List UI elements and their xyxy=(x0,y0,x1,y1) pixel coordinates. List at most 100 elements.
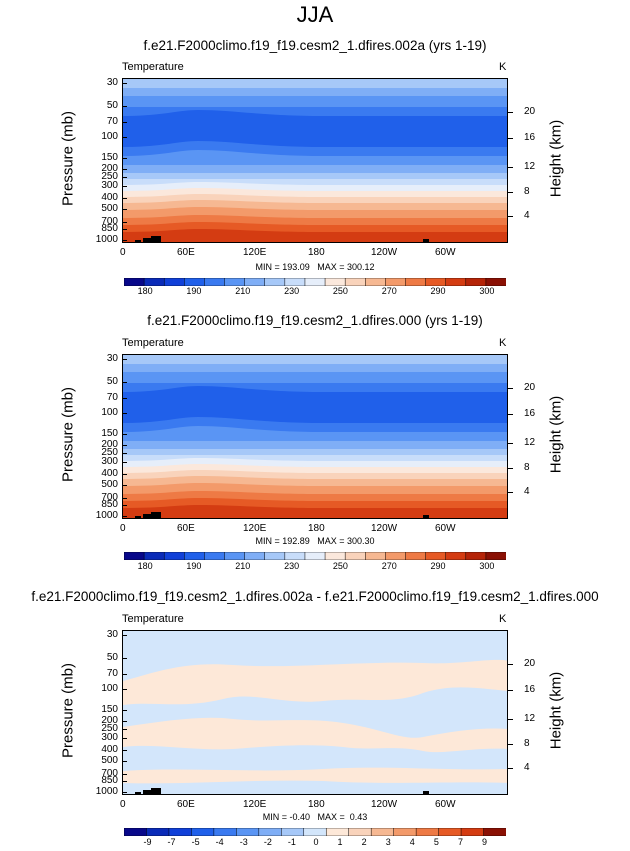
colorbar-label: 180 xyxy=(137,561,153,571)
colorbar-swatch xyxy=(425,278,447,286)
y-axis-title: Pressure (mb) xyxy=(59,386,77,483)
y-tick xyxy=(122,434,127,435)
y-tick-label: 850 xyxy=(101,775,118,786)
y-tick-label: 100 xyxy=(101,131,118,142)
y-tick xyxy=(122,689,127,690)
colorbar xyxy=(124,828,506,836)
topography-mask xyxy=(135,240,141,242)
y2-tick-label: 12 xyxy=(524,437,536,448)
x-tick-label: 60E xyxy=(177,247,195,258)
contour-plot xyxy=(122,78,508,243)
min-max-stats: MIN = -0.40 MAX = 0.43 xyxy=(262,812,368,822)
y2-axis-title: Height (km) xyxy=(547,671,565,750)
y2-tick-label: 8 xyxy=(524,186,530,197)
colorbar-swatch xyxy=(264,278,286,286)
y-tick-label: 150 xyxy=(101,152,118,163)
y2-tick-label: 8 xyxy=(524,462,530,473)
colorbar xyxy=(124,552,506,560)
y-tick-label: 500 xyxy=(101,755,118,766)
y2-tick xyxy=(507,468,513,469)
difference-positive-area xyxy=(123,659,507,705)
min-max-stats: MIN = 192.89 MAX = 300.30 xyxy=(255,536,375,546)
topography-mask xyxy=(135,516,141,518)
x-tick-label: 120E xyxy=(243,799,267,810)
y-tick xyxy=(122,453,127,454)
y2-tick-label: 20 xyxy=(524,106,536,117)
contour-plot xyxy=(122,630,508,795)
colorbar-swatch xyxy=(124,278,145,286)
colorbar-swatch xyxy=(485,552,506,560)
y2-tick-label: 4 xyxy=(524,762,530,773)
colorbar-swatch xyxy=(483,828,506,836)
y-axis-title: Pressure (mb) xyxy=(59,662,77,759)
y-tick-label: 850 xyxy=(101,499,118,510)
y-tick-label: 400 xyxy=(101,192,118,203)
y-tick xyxy=(122,474,127,475)
colorbar-swatch xyxy=(184,552,206,560)
y-axis-title: Pressure (mb) xyxy=(59,110,77,207)
topography-mask xyxy=(423,239,429,242)
y2-axis-title: Height (km) xyxy=(547,119,565,198)
colorbar-label: 230 xyxy=(284,561,300,571)
colorbar-label: 270 xyxy=(381,286,397,296)
colorbar-swatch xyxy=(325,828,350,836)
colorbar-swatch xyxy=(204,278,226,286)
field-label: Temperature xyxy=(122,613,184,625)
y-tick xyxy=(122,413,127,414)
y2-tick-label: 4 xyxy=(524,210,530,221)
colorbar-label: -7 xyxy=(167,837,176,847)
y-tick xyxy=(122,750,127,751)
temperature-band xyxy=(123,505,507,518)
y-tick xyxy=(122,658,127,659)
difference-positive-area xyxy=(123,767,507,784)
colorbar-swatch xyxy=(244,552,266,560)
x-tick-label: 120E xyxy=(243,523,267,534)
y2-tick-label: 20 xyxy=(524,658,536,669)
y-tick xyxy=(122,738,127,739)
y2-tick xyxy=(507,492,513,493)
colorbar-label: 7 xyxy=(457,837,463,847)
colorbar-swatch xyxy=(425,552,447,560)
y-tick-label: 200 xyxy=(101,439,118,450)
colorbar-swatch xyxy=(324,552,346,560)
y2-tick xyxy=(507,664,513,665)
colorbar-swatch xyxy=(244,278,266,286)
colorbar-swatch xyxy=(348,828,372,836)
colorbar-label: 300 xyxy=(479,561,495,571)
y-tick-label: 30 xyxy=(106,77,118,88)
y-tick xyxy=(122,382,127,383)
colorbar-swatch xyxy=(304,552,326,560)
panel-title: f.e21.F2000climo.f19_f19.cesm2_1.dfires.… xyxy=(31,589,599,604)
y2-axis-title: Height (km) xyxy=(547,395,565,474)
colorbar-swatch xyxy=(163,552,186,560)
y-tick-label: 850 xyxy=(101,223,118,234)
colorbar-swatch xyxy=(465,278,487,286)
colorbar-swatch xyxy=(445,278,467,286)
y2-tick-label: 16 xyxy=(524,684,536,695)
colorbar-label: 3 xyxy=(385,837,391,847)
colorbar-swatch xyxy=(163,278,186,286)
y2-tick-label: 4 xyxy=(524,486,530,497)
colorbar-swatch xyxy=(284,278,306,286)
y2-tick xyxy=(507,138,513,139)
colorbar-swatch xyxy=(168,828,193,836)
colorbar-swatch xyxy=(393,828,417,836)
x-tick-label: 0 xyxy=(120,247,126,258)
x-tick-label: 60E xyxy=(177,523,195,534)
y-tick xyxy=(122,781,127,782)
y2-tick xyxy=(507,216,513,217)
colorbar-label: -4 xyxy=(215,837,224,847)
x-tick-label: 60W xyxy=(435,523,456,534)
y-tick-label: 50 xyxy=(106,100,118,111)
y-tick xyxy=(122,792,127,793)
colorbar-label: 0 xyxy=(313,837,319,847)
y-tick xyxy=(122,398,127,399)
colorbar-swatch xyxy=(124,828,148,836)
colorbar-swatch xyxy=(405,278,427,286)
y-tick-label: 250 xyxy=(101,723,118,734)
colorbar-label: 230 xyxy=(284,286,300,296)
colorbar-label: 190 xyxy=(186,286,202,296)
y-tick xyxy=(122,774,127,775)
y2-tick xyxy=(507,719,513,720)
colorbar-label: 1 xyxy=(337,837,343,847)
